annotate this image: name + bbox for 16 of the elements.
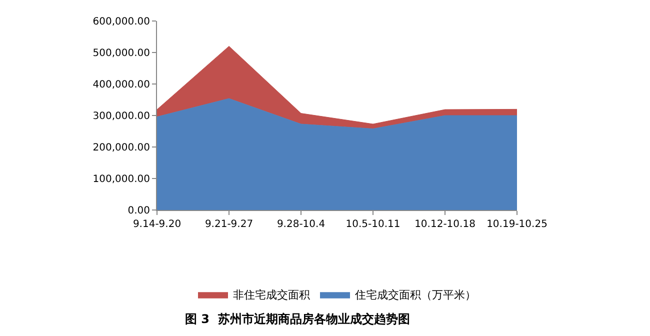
legend-label: 住宅成交面积（万平米） [355, 288, 476, 302]
x-tick-label: 9.28-10.4 [276, 219, 326, 230]
y-tick-label: 100,000.00 [92, 174, 150, 185]
y-tick-label: 400,000.00 [92, 80, 150, 90]
legend-label: 非住宅成交面积 [233, 288, 310, 302]
x-tick-label: 10.12-10.18 [414, 219, 476, 230]
text: 图 3 苏州市近期商品房各物业成交趋势图 [185, 312, 410, 326]
y-tick-label: 300,000.00 [92, 111, 150, 122]
y-tick-label: 600,000.00 [92, 16, 150, 28]
x-tick-label: 9.14-9.20 [132, 219, 182, 230]
x-tick-label: 9.21-9.27 [204, 219, 254, 230]
x-tick-label: 10.19-10.25 [486, 219, 548, 230]
y-tick-label: 0.00 [128, 206, 150, 216]
x-tick-label: 10.5-10.11 [346, 219, 400, 230]
y-tick-label: 500,000.00 [92, 48, 150, 59]
y-tick-label: 200,000.00 [92, 142, 150, 154]
